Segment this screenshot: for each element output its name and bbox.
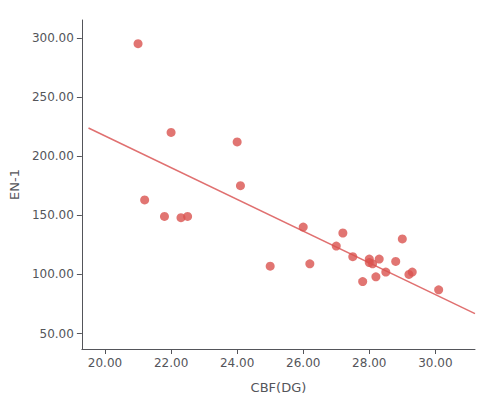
svg-text:28.00: 28.00 [352, 356, 386, 370]
svg-text:CBF(DG): CBF(DG) [251, 380, 307, 395]
svg-text:30.00: 30.00 [418, 356, 452, 370]
svg-text:300.00: 300.00 [32, 31, 74, 45]
svg-text:200.00: 200.00 [32, 149, 74, 163]
svg-text:26.00: 26.00 [286, 356, 320, 370]
svg-text:150.00: 150.00 [32, 208, 74, 222]
svg-text:50.00: 50.00 [40, 327, 74, 341]
svg-text:22.00: 22.00 [154, 356, 188, 370]
svg-text:24.00: 24.00 [220, 356, 254, 370]
svg-text:100.00: 100.00 [32, 267, 74, 281]
svg-text:20.00: 20.00 [88, 356, 122, 370]
svg-text:EN-1: EN-1 [7, 169, 22, 200]
svg-text:250.00: 250.00 [32, 90, 74, 104]
